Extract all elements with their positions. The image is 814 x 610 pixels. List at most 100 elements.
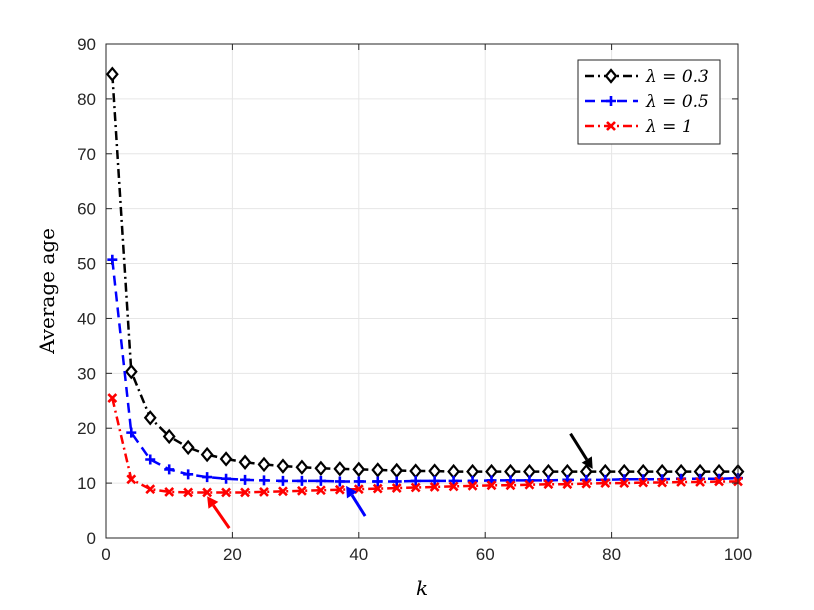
legend: λ = 0.3 λ = 0.5 λ = 1 [577, 59, 721, 145]
y-tick-label: 60 [77, 200, 96, 219]
x-tick-label: 60 [476, 545, 495, 564]
y-tick-label: 50 [77, 255, 96, 274]
diamond-marker [143, 410, 157, 426]
legend-entry: λ = 1 [585, 117, 693, 137]
plus-marker [240, 474, 251, 485]
plus-marker [315, 475, 326, 486]
plus-marker [259, 475, 269, 486]
x-marker [278, 486, 288, 497]
diamond-marker [371, 462, 385, 478]
diamond-marker [352, 461, 366, 478]
legend-label: λ = 1 [645, 117, 693, 137]
plus-marker [353, 476, 364, 487]
y-tick-label: 0 [87, 529, 96, 548]
plus-marker [221, 473, 232, 484]
y-axis-title: Average age [35, 228, 59, 355]
diamond-marker [124, 363, 138, 380]
diamond-marker [219, 451, 233, 467]
x-tick-label: 20 [223, 545, 242, 564]
x-marker [164, 486, 175, 497]
y-tick-label: 10 [77, 474, 96, 493]
diamond-marker [181, 439, 195, 456]
diamond-marker [276, 458, 290, 474]
annotation-arrow-head [581, 456, 593, 469]
x-marker [562, 479, 573, 490]
x-marker [240, 487, 250, 498]
plus-marker [183, 469, 194, 480]
diamond-marker [295, 459, 309, 475]
y-tick-label: 90 [77, 35, 96, 54]
y-tick-label: 80 [77, 90, 96, 109]
x-marker [297, 485, 307, 496]
tick-labels: 0 20 40 60 80 100 0 10 20 30 40 50 60 70 80 90 [77, 35, 752, 564]
x-marker [714, 476, 724, 487]
diamond-marker [257, 456, 271, 473]
plus-marker [126, 427, 137, 438]
annotation-arrow-shaft [350, 494, 367, 517]
y-tick-label: 40 [77, 309, 96, 328]
series-line [111, 259, 739, 483]
plus-marker [107, 254, 118, 265]
x-marker [543, 479, 554, 490]
x-marker [391, 483, 402, 493]
legend-label: λ = 0.3 [645, 67, 709, 87]
x-axis-title: k [416, 576, 428, 600]
x-marker [486, 480, 497, 491]
plus-marker [429, 475, 440, 486]
diamond-marker [162, 428, 176, 445]
plus-marker [296, 475, 307, 486]
plus-marker [391, 476, 402, 487]
legend-label: λ = 0.5 [645, 92, 709, 112]
legend-entry: λ = 0.3 [585, 67, 709, 87]
plus-marker [606, 96, 616, 106]
annotation-arrow-shaft [569, 432, 589, 461]
y-tick-label: 20 [77, 419, 96, 438]
annotation-layer [207, 432, 593, 529]
x-marker [505, 480, 516, 491]
x-tick-label: 80 [602, 545, 621, 564]
x-marker [315, 485, 326, 496]
series-2 [107, 393, 743, 498]
diamond-marker [105, 66, 119, 82]
x-marker [259, 486, 269, 497]
diamond-marker [333, 461, 347, 477]
x-marker [334, 484, 345, 495]
x-marker [126, 474, 137, 485]
x-tick-label: 100 [724, 545, 752, 564]
x-tick-label: 0 [101, 545, 110, 564]
x-marker [202, 487, 213, 498]
x-marker [145, 484, 156, 495]
x-marker [183, 487, 194, 498]
x-marker [638, 477, 649, 488]
x-marker [600, 478, 611, 489]
diamond-marker [314, 460, 328, 477]
grid-lines [106, 44, 738, 538]
x-marker [524, 479, 535, 490]
y-tick-label: 30 [77, 364, 96, 383]
plus-marker [145, 454, 156, 465]
x-marker [581, 478, 592, 489]
plus-marker [372, 476, 383, 487]
series-line [111, 397, 738, 494]
x-marker [372, 483, 383, 494]
annotation-arrow-head [207, 496, 219, 509]
x-marker [221, 487, 231, 498]
legend-entry: λ = 0.5 [585, 92, 709, 112]
plus-marker [164, 464, 175, 475]
series-line [111, 74, 738, 473]
diamond-marker [200, 446, 214, 463]
plot-frame [105, 43, 739, 539]
x-marker [695, 477, 705, 487]
x-marker [107, 393, 118, 403]
x-marker [676, 477, 687, 487]
plus-marker [448, 475, 459, 486]
axis-ticks [105, 43, 739, 539]
plus-marker [202, 472, 213, 483]
x-marker [410, 482, 421, 493]
plus-marker [277, 475, 288, 486]
annotation-arrow-head [346, 485, 358, 499]
x-marker [657, 477, 668, 488]
plus-marker [410, 475, 421, 486]
annotation-arrow-shaft [212, 504, 231, 529]
